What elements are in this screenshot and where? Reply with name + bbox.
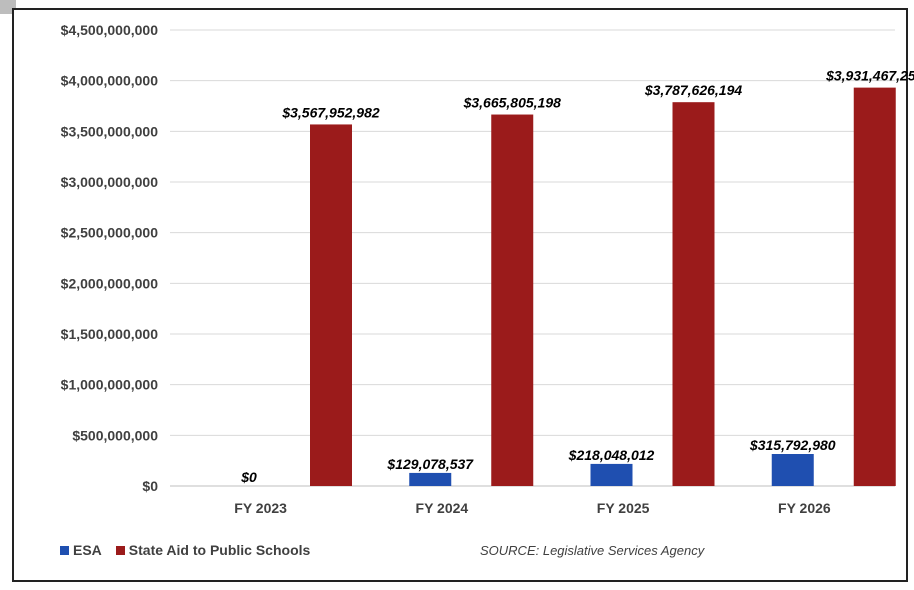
data-label-state-aid: $3,567,952,982 [281, 104, 380, 120]
x-tick-label: FY 2024 [416, 500, 469, 516]
legend-item-state-aid: State Aid to Public Schools [115, 542, 311, 558]
x-tick-label: FY 2026 [778, 500, 831, 516]
data-label-esa: $315,792,980 [749, 437, 836, 453]
y-tick-label: $500,000,000 [72, 427, 158, 443]
legend-item-esa: ESA [60, 542, 102, 558]
source-note: SOURCE: Legislative Services Agency [480, 543, 705, 558]
bar-esa [409, 472, 452, 486]
data-label-esa: $0 [240, 469, 257, 485]
y-tick-label: $3,000,000,000 [61, 174, 159, 190]
y-tick-label: $3,500,000,000 [61, 123, 159, 139]
y-tick-label: $2,500,000,000 [61, 225, 159, 241]
y-tick-label: $1,500,000,000 [61, 326, 159, 342]
y-tick-label: $0 [142, 478, 158, 494]
data-label-esa: $218,048,012 [568, 447, 655, 463]
bar-state-aid [491, 114, 534, 486]
y-tick-label: $1,000,000,000 [61, 377, 159, 393]
bar-state-aid [672, 102, 715, 487]
x-tick-label: FY 2023 [234, 500, 287, 516]
bar-state-aid [310, 124, 352, 486]
data-label-state-aid: $3,787,626,194 [644, 82, 743, 98]
y-tick-label: $4,500,000,000 [61, 22, 159, 38]
y-tick-label: $2,000,000,000 [61, 275, 159, 291]
y-tick-label: $4,000,000,000 [61, 73, 159, 89]
legend-label-state-aid: State Aid to Public Schools [128, 542, 311, 558]
legend-label-esa: ESA [73, 542, 102, 558]
bar-esa [771, 453, 814, 486]
bar-esa [590, 463, 633, 486]
legend-swatch-esa [60, 545, 69, 555]
bar-state-aid [853, 87, 896, 486]
legend: ESA State Aid to Public Schools [60, 542, 310, 558]
data-label-state-aid: $3,931,467,254 [825, 68, 914, 84]
data-label-state-aid: $3,665,805,198 [463, 95, 562, 111]
data-label-esa: $129,078,537 [386, 456, 474, 472]
x-tick-label: FY 2025 [597, 500, 650, 516]
legend-swatch-state-aid [115, 545, 125, 555]
